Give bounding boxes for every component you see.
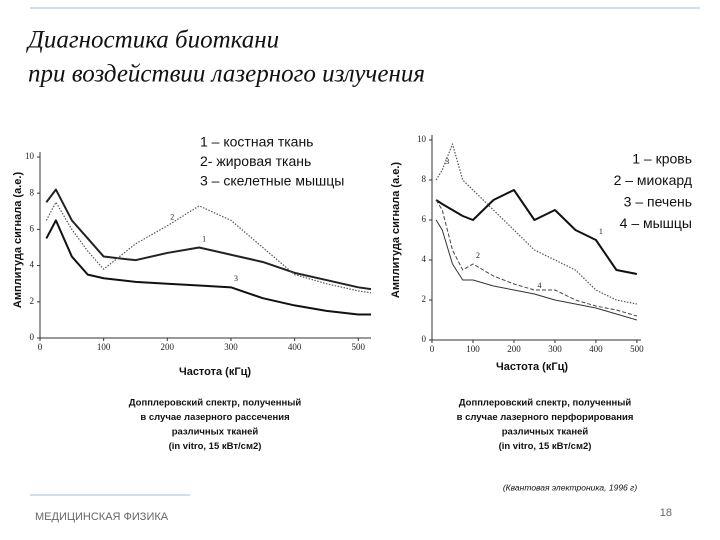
legend-entry: 1 – костная ткань (200, 134, 313, 150)
curve-label: 3 (445, 157, 449, 166)
y-tick-label: 6 (422, 214, 427, 224)
caption: в случае лазерного перфорирования (457, 412, 634, 423)
curve-label: 3 (234, 274, 238, 283)
legend-entry: 1 – кровь (632, 151, 692, 167)
title: при воздействии лазерного излучения (28, 61, 425, 88)
x-axis-label: Частота (кГц) (496, 361, 568, 373)
legend-entry: 4 – мышцы (620, 215, 692, 231)
x-tick-label: 300 (224, 342, 238, 352)
series-line (45, 188, 372, 291)
legend-entry: 2- жировая ткань (200, 153, 311, 169)
x-tick-label: 100 (97, 342, 111, 352)
x-tick-label: 200 (161, 342, 175, 352)
footer: МЕДИЦИНСКАЯ ФИЗИКА (35, 511, 169, 523)
x-tick-label: 300 (548, 344, 562, 354)
y-tick-label: 0 (30, 332, 35, 342)
x-tick-label: 500 (352, 342, 366, 352)
curve-label: 1 (599, 227, 603, 236)
y-axis-label: Амплитуда сигнала (а.е.) (12, 172, 24, 309)
y-tick-label: 8 (30, 187, 35, 197)
caption: в случае лазерного рассечения (140, 412, 289, 423)
y-tick-label: 8 (422, 174, 427, 184)
y-tick-label: 6 (30, 223, 35, 233)
y-axis-label: Амплитуда сигнала (а.е.) (390, 162, 402, 299)
series-line (435, 143, 638, 305)
y-tick-label: 0 (422, 334, 427, 344)
y-tick-label: 2 (30, 296, 35, 306)
x-tick-label: 200 (507, 344, 521, 354)
x-tick-label: 400 (288, 342, 302, 352)
caption: (in vitro, 15 кВт/см2) (499, 441, 592, 452)
x-tick-label: 100 (466, 344, 480, 354)
y-tick-label: 10 (25, 151, 35, 161)
page-number: 18 (660, 507, 672, 519)
caption: различных тканей (502, 427, 589, 438)
x-axis-label: Частота (кГц) (179, 366, 251, 378)
curve-label: 2 (476, 251, 480, 260)
y-tick-label: 2 (422, 294, 427, 304)
series-line (45, 219, 371, 316)
series-line (435, 219, 638, 321)
y-tick-label: 10 (417, 134, 427, 144)
curve-label: 4 (537, 281, 541, 290)
legend-entry: 2 – миокард (614, 172, 692, 188)
x-tick-label: 0 (430, 344, 435, 354)
x-tick-label: 500 (630, 344, 644, 354)
x-tick-label: 400 (589, 344, 603, 354)
curve-label: 1 (202, 234, 206, 243)
series-line (435, 189, 638, 275)
caption: (in vitro, 15 кВт/см2) (169, 441, 262, 452)
y-tick-label: 4 (422, 254, 427, 264)
caption: Допплеровский спектр, полученный (129, 398, 302, 409)
series-line (45, 201, 372, 294)
curve-label: 2 (170, 213, 174, 222)
source: (Квантовая электроника, 1996 г) (503, 482, 637, 492)
title: Диагностика биоткани (26, 27, 279, 54)
y-tick-label: 4 (30, 260, 35, 270)
legend-entry: 3 – печень (624, 194, 692, 210)
legend-entry: 3 – скелетные мышцы (200, 173, 344, 189)
x-tick-label: 0 (38, 342, 43, 352)
caption: Допплеровский спектр, полученный (459, 398, 632, 409)
caption: различных тканей (172, 427, 259, 438)
series-line (435, 199, 638, 317)
